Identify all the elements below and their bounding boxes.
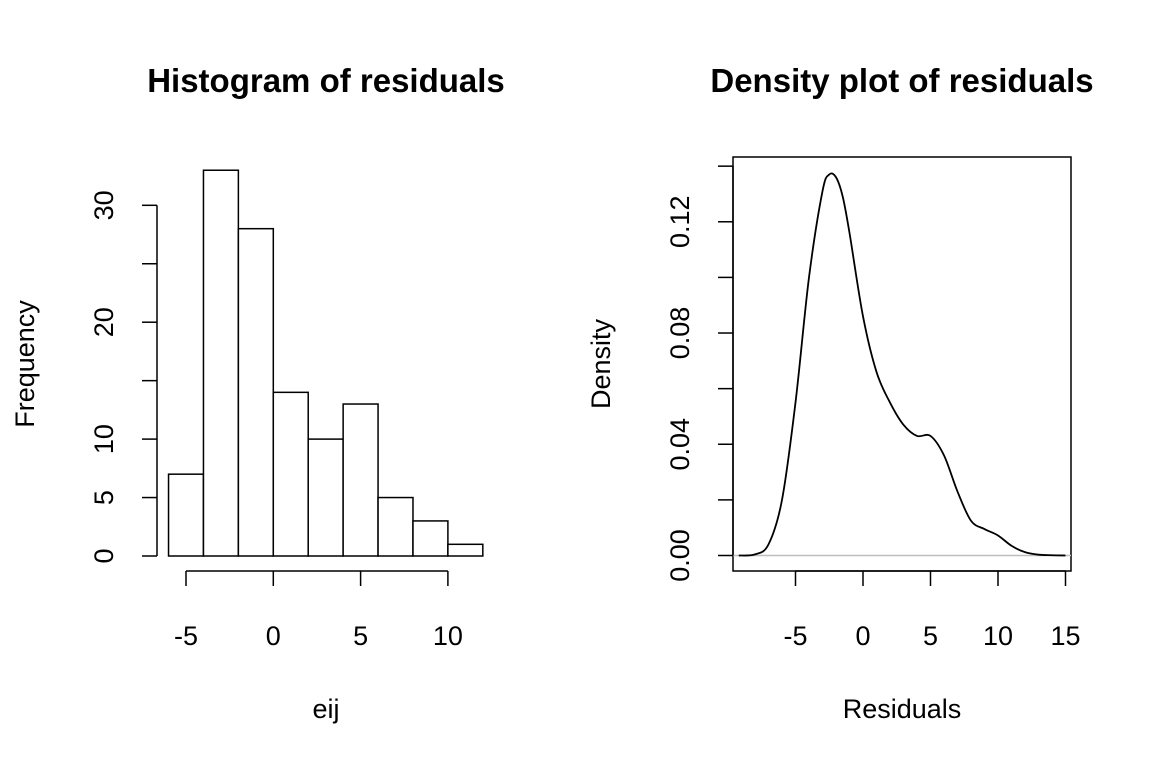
histogram-y-tick-label: 10 — [89, 424, 119, 454]
histogram-bars — [167, 169, 484, 557]
histogram-bar — [167, 473, 205, 557]
density-title: Density plot of residuals — [710, 62, 1093, 99]
density-y-label: Density — [586, 318, 616, 409]
histogram-x-tick-label: 0 — [266, 621, 281, 651]
histogram-panel: Histogram of residuals eij Frequency -5 0… — [10, 62, 505, 724]
density-line — [738, 172, 1066, 557]
density-x-tick-label: 15 — [1050, 621, 1080, 651]
density-y-tick-label: 0.00 — [665, 529, 695, 582]
histogram-y-label: Frequency — [10, 300, 40, 428]
histogram-x-tick-label: 10 — [433, 621, 463, 651]
density-y-tick-label: 0.12 — [665, 195, 695, 248]
histogram-bar — [272, 391, 309, 557]
histogram-x-label: eij — [312, 694, 339, 724]
histogram-y-tick-label: 30 — [89, 190, 119, 220]
density-x-label: Residuals — [843, 694, 962, 724]
histogram-bar — [237, 227, 275, 557]
histogram-y-tick-label: 5 — [89, 490, 119, 505]
histogram-bar — [202, 169, 240, 557]
density-panel: Density plot of residuals Residuals Dens… — [586, 62, 1094, 724]
histogram-bar — [412, 520, 449, 557]
histogram-y-tick-label: 0 — [89, 548, 119, 563]
histogram-bar — [377, 496, 414, 557]
density-y-tick-label: 0.08 — [665, 307, 695, 360]
histogram-axes: -5 0 5 10 0 5 10 20 30 — [89, 190, 463, 651]
histogram-title: Histogram of residuals — [147, 62, 505, 99]
density-x-tick-label: 10 — [983, 621, 1013, 651]
density-plot-box — [732, 156, 1072, 572]
density-curve — [738, 172, 1066, 557]
density-axes: -5 0 5 10 15 0.00 0.04 0.08 0.12 — [665, 165, 1081, 651]
histogram-bar — [342, 403, 379, 557]
density-y-tick-label: 0.04 — [665, 418, 695, 471]
histogram-bar — [307, 438, 344, 557]
density-x-tick-label: 0 — [855, 621, 870, 651]
density-x-tick-label: 5 — [923, 621, 938, 651]
histogram-y-tick-label: 20 — [89, 307, 119, 337]
histogram-x-tick-label: 5 — [353, 621, 368, 651]
histogram-x-tick-label: -5 — [174, 621, 198, 651]
density-x-tick-label: -5 — [783, 621, 807, 651]
histogram-bar — [447, 543, 484, 557]
